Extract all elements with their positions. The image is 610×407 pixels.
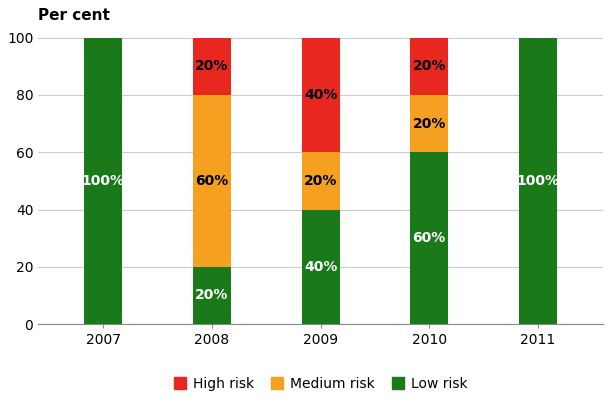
Text: 20%: 20% [195, 289, 229, 302]
Bar [411, 152, 448, 324]
Bar [519, 37, 557, 324]
Text: 60%: 60% [195, 174, 229, 188]
Bar [411, 95, 448, 152]
Bar [301, 37, 340, 152]
Text: 40%: 40% [304, 260, 337, 274]
Bar [193, 267, 231, 324]
Bar [301, 152, 340, 210]
Text: Per cent: Per cent [38, 8, 110, 23]
Bar [301, 210, 340, 324]
Text: 20%: 20% [412, 59, 446, 73]
Text: 100%: 100% [82, 174, 125, 188]
Text: 60%: 60% [412, 231, 446, 245]
Bar [193, 95, 231, 267]
Text: 20%: 20% [412, 116, 446, 131]
Bar [193, 37, 231, 95]
Text: 40%: 40% [304, 88, 337, 102]
Text: 100%: 100% [517, 174, 559, 188]
Bar [84, 37, 123, 324]
Text: 20%: 20% [304, 174, 337, 188]
Bar [411, 37, 448, 95]
Text: 20%: 20% [195, 59, 229, 73]
Legend: High risk, Medium risk, Low risk: High risk, Medium risk, Low risk [168, 371, 473, 396]
